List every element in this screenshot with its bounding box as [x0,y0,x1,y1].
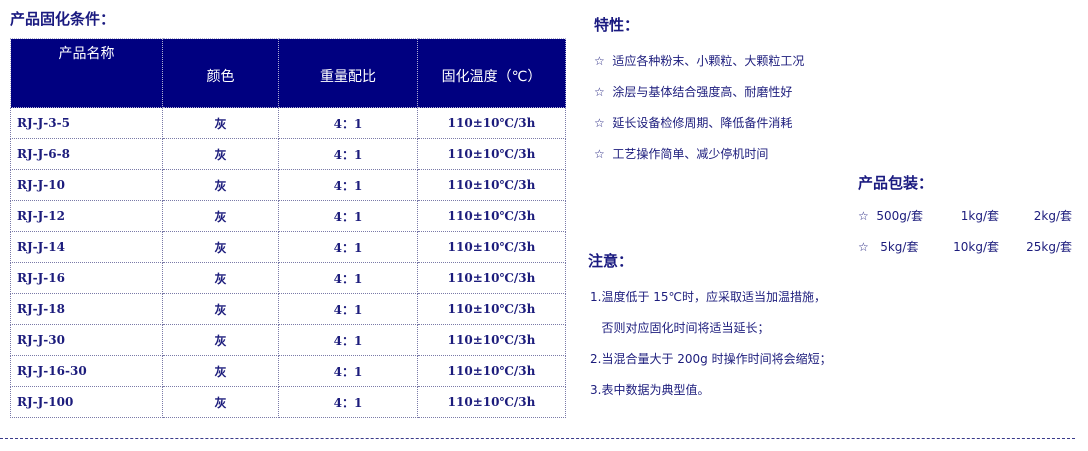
col-temp: 固化温度（℃） [417,38,566,108]
cell-color: 灰 [162,262,279,294]
features-title: 特性： [594,16,640,34]
packaging-item: 2kg/套 [1033,209,1072,223]
cell-temp: 110±10℃/3h [417,169,566,201]
note-item: 否则对应固化时间将适当延长； [590,321,770,335]
col-color: 颜色 [162,38,279,108]
cell-name: RJ-J-3-5 [10,107,163,139]
packaging-title: 产品包装： [858,174,934,192]
packaging-row: ☆ 5kg/套 10kg/套 25kg/套 [858,238,1072,255]
packaging-item: ☆ 5kg/套 [858,240,919,254]
table-header: 产品名称 颜色 重量配比 固化温度（℃） [10,38,566,108]
table-row: RJ-J-14 灰 4：1 110±10℃/3h [10,231,566,263]
packaging-row: ☆ 500g/套 1kg/套 2kg/套 [858,207,1072,224]
feature-item: ☆ 涂层与基体结合强度高、耐磨性好 [594,85,793,99]
cell-ratio: 4：1 [278,107,418,139]
cell-color: 灰 [162,386,279,418]
table-row: RJ-J-30 灰 4：1 110±10℃/3h [10,324,566,356]
packaging-item: 25kg/套 [1026,240,1072,254]
cell-ratio: 4：1 [278,386,418,418]
cell-color: 灰 [162,200,279,232]
divider [0,438,1075,439]
note-item: 2.当混合量大于 200g 时操作时间将会缩短； [590,352,832,366]
cell-color: 灰 [162,169,279,201]
cell-temp: 110±10℃/3h [417,138,566,170]
cell-ratio: 4：1 [278,355,418,387]
cell-ratio: 4：1 [278,293,418,325]
cell-temp: 110±10℃/3h [417,107,566,139]
packaging-item: 1kg/套 [960,209,999,223]
note-item: 1.温度低于 15℃时，应采取适当加温措施， [590,290,827,304]
cell-name: RJ-J-14 [10,231,163,263]
feature-item: ☆ 适应各种粉末、小颗粒、大颗粒工况 [594,54,805,68]
table-row: RJ-J-100 灰 4：1 110±10℃/3h [10,386,566,418]
feature-item: ☆ 延长设备检修周期、降低备件消耗 [594,116,793,130]
cell-name: RJ-J-100 [10,386,163,418]
table-row: RJ-J-6-8 灰 4：1 110±10℃/3h [10,138,566,170]
table-row: RJ-J-16-30 灰 4：1 110±10℃/3h [10,355,566,387]
cell-temp: 110±10℃/3h [417,231,566,263]
cell-color: 灰 [162,324,279,356]
cell-name: RJ-J-16-30 [10,355,163,387]
cell-color: 灰 [162,107,279,139]
table-row: RJ-J-3-5 灰 4：1 110±10℃/3h [10,107,566,139]
cell-temp: 110±10℃/3h [417,355,566,387]
cell-temp: 110±10℃/3h [417,386,566,418]
cell-ratio: 4：1 [278,262,418,294]
notes-title: 注意： [588,252,634,270]
cell-ratio: 4：1 [278,324,418,356]
cell-color: 灰 [162,355,279,387]
cell-name: RJ-J-16 [10,262,163,294]
cell-name: RJ-J-18 [10,293,163,325]
cell-ratio: 4：1 [278,169,418,201]
table-title: 产品固化条件： [10,10,116,28]
col-ratio: 重量配比 [278,38,418,108]
note-item: 3.表中数据为典型值。 [590,383,710,397]
cell-color: 灰 [162,293,279,325]
cell-name: RJ-J-12 [10,200,163,232]
table-row: RJ-J-18 灰 4：1 110±10℃/3h [10,293,566,325]
feature-item: ☆ 工艺操作简单、减少停机时间 [594,147,769,161]
curing-table: 产品名称 颜色 重量配比 固化温度（℃） RJ-J-3-5 灰 4：1 110±10℃… [10,38,566,418]
table-row: RJ-J-10 灰 4：1 110±10℃/3h [10,169,566,201]
cell-color: 灰 [162,231,279,263]
cell-name: RJ-J-10 [10,169,163,201]
packaging-item: ☆ 500g/套 [858,209,923,223]
cell-name: RJ-J-6-8 [10,138,163,170]
table-row: RJ-J-16 灰 4：1 110±10℃/3h [10,262,566,294]
col-name: 产品名称 [10,38,163,108]
cell-color: 灰 [162,138,279,170]
cell-temp: 110±10℃/3h [417,262,566,294]
packaging-item: 10kg/套 [953,240,999,254]
cell-ratio: 4：1 [278,200,418,232]
table-row: RJ-J-12 灰 4：1 110±10℃/3h [10,200,566,232]
cell-temp: 110±10℃/3h [417,324,566,356]
cell-temp: 110±10℃/3h [417,200,566,232]
cell-temp: 110±10℃/3h [417,293,566,325]
cell-ratio: 4：1 [278,231,418,263]
cell-ratio: 4：1 [278,138,418,170]
cell-name: RJ-J-30 [10,324,163,356]
